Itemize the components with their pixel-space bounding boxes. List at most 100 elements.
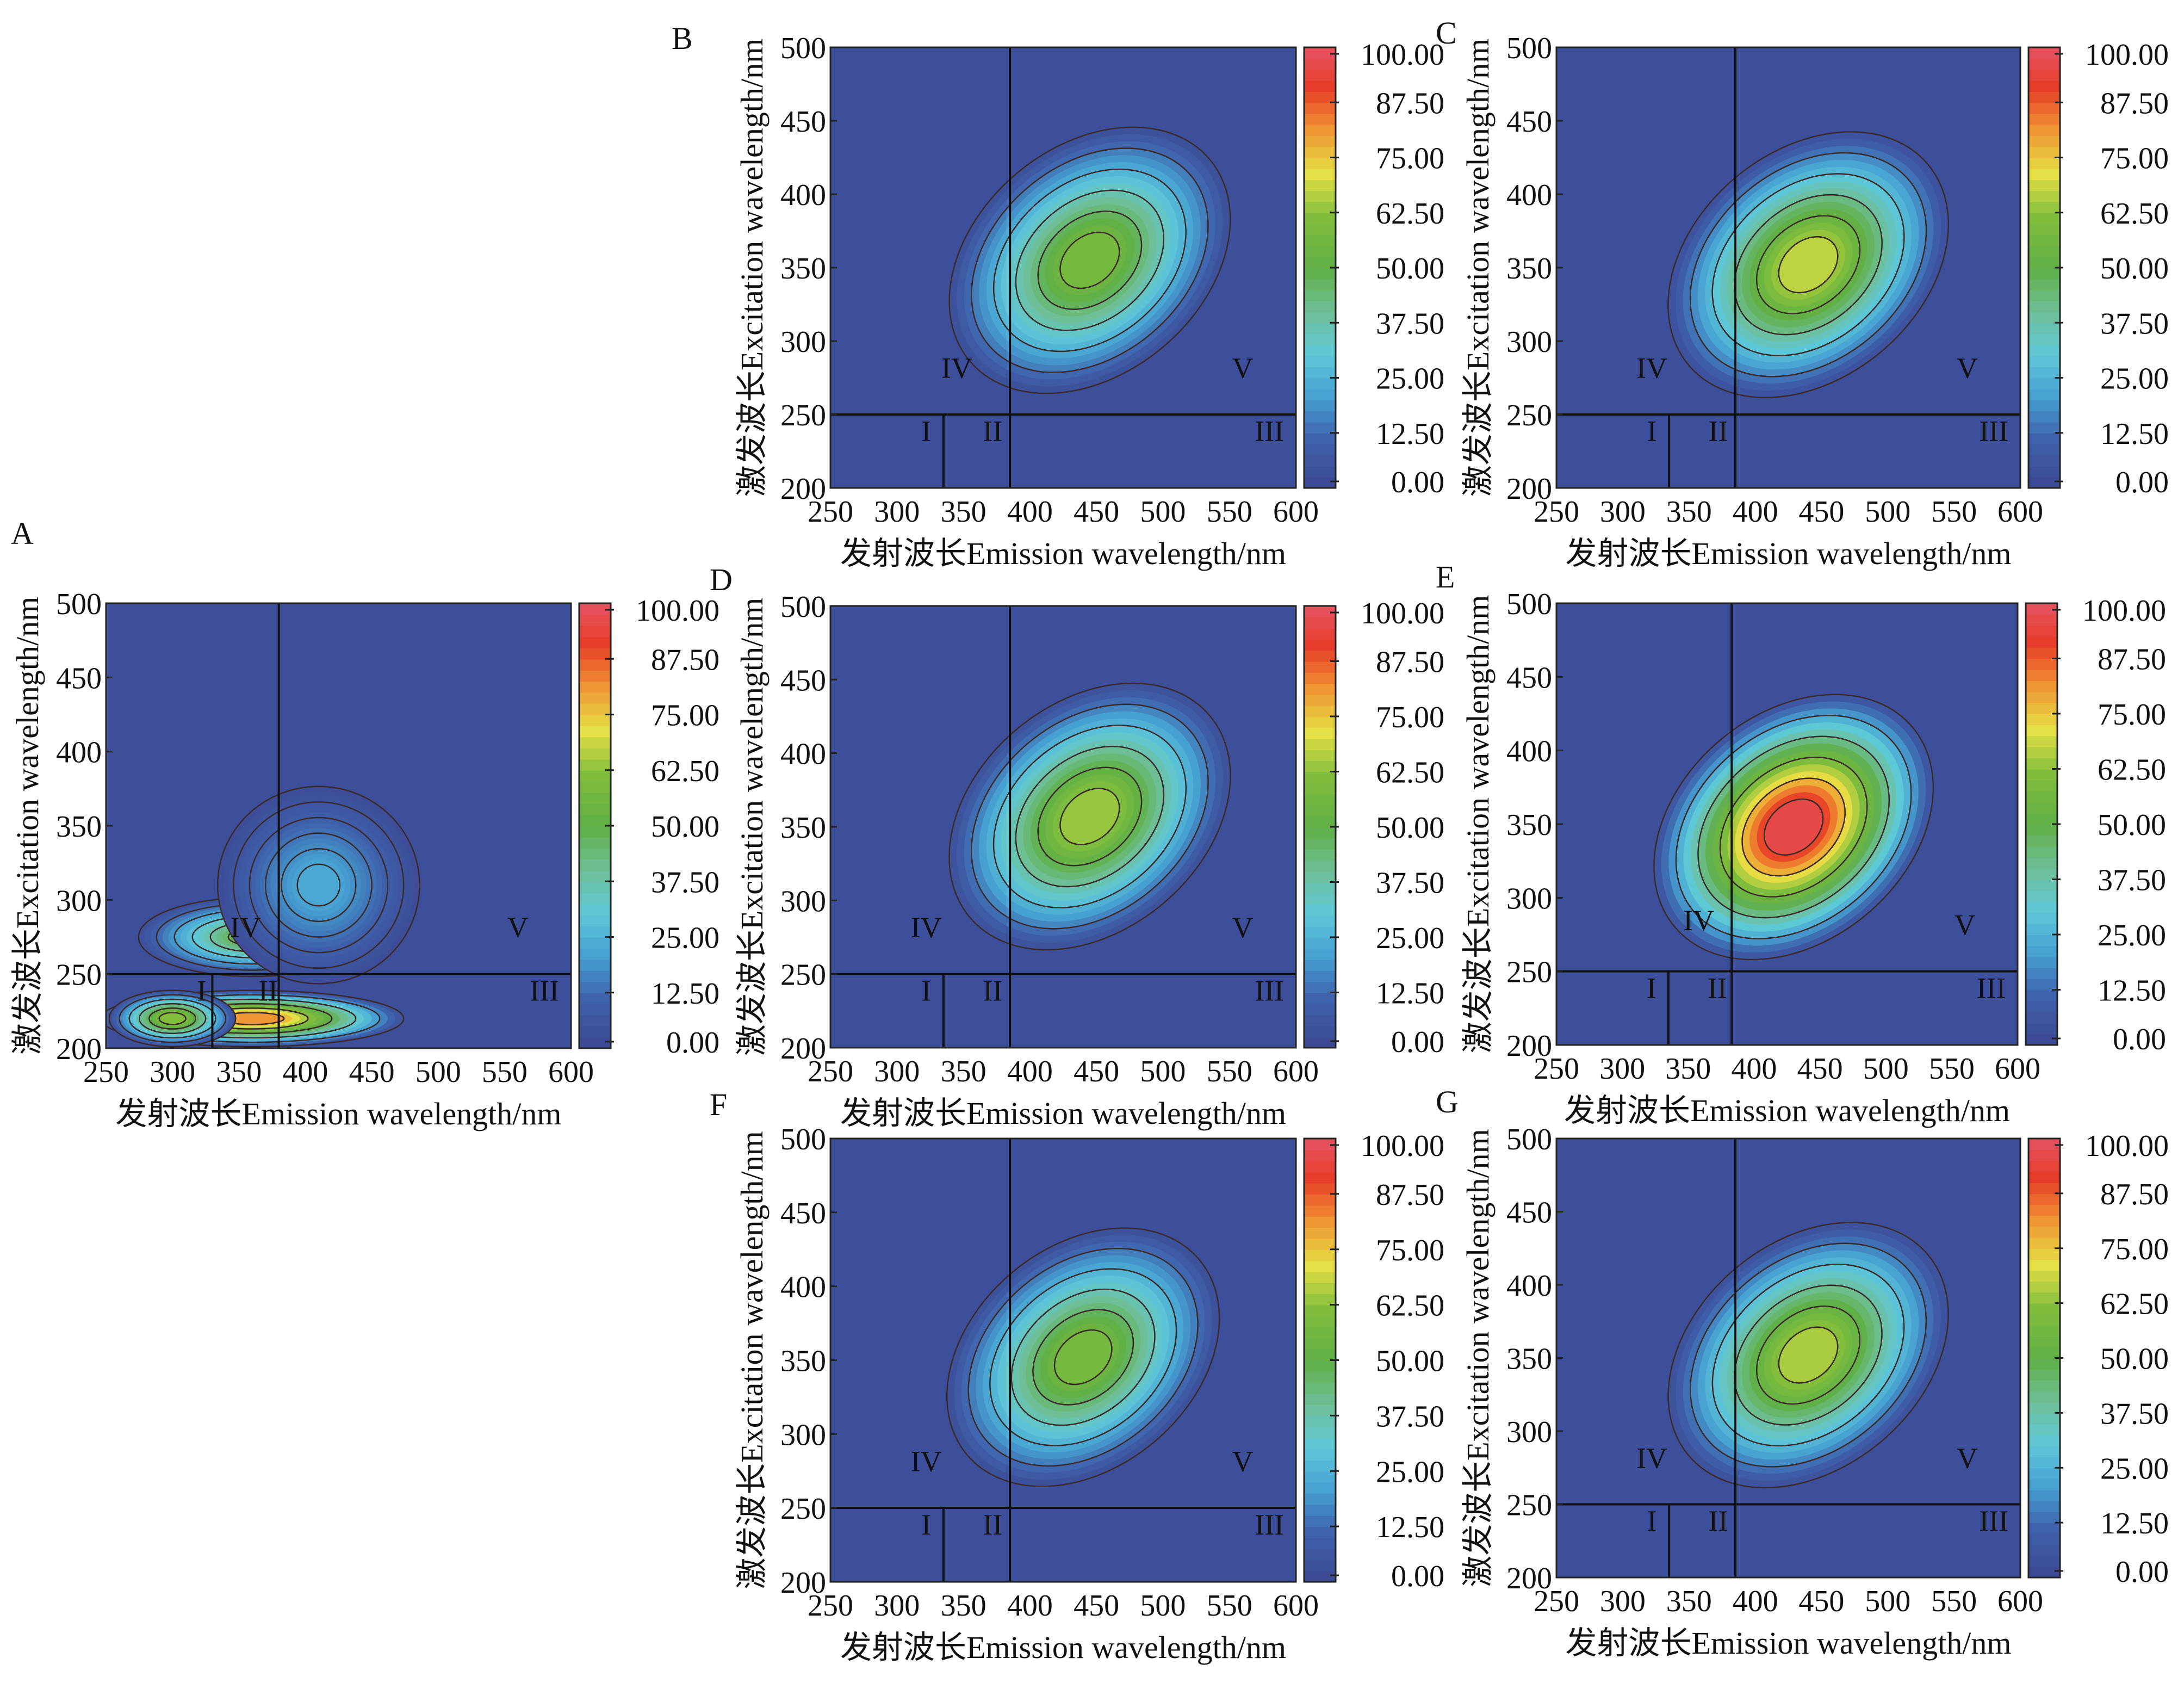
colorbar-swatch — [1304, 180, 1336, 191]
fluorescence-peak — [946, 1227, 1220, 1487]
colorbar-swatch — [579, 659, 611, 671]
y-tick-label: 450 — [780, 1197, 826, 1230]
colorbar-swatch — [1304, 1316, 1336, 1328]
colorbar-tick-label: 75.00 — [2100, 1233, 2169, 1266]
region-label: I — [1646, 972, 1656, 1004]
colorbar-tick-label: 12.50 — [2100, 1507, 2169, 1540]
colorbar-swatch — [1304, 400, 1336, 412]
colorbar-swatch — [1304, 1371, 1336, 1383]
contour-level — [296, 863, 341, 907]
colorbar: 0.00 12.50 25.00 37.50 50.00 62.50 75.00 87.50 1… — [2027, 1129, 2169, 1589]
colorbar-swatch — [2028, 356, 2060, 368]
colorbar-swatch — [579, 770, 611, 782]
colorbar-swatch — [579, 647, 611, 660]
colorbar-tick-label: 87.50 — [1376, 86, 1444, 120]
y-tick-label: 400 — [1506, 735, 1552, 769]
colorbar-tick-label: 87.50 — [1376, 1178, 1444, 1212]
colorbar-tick-label: 37.50 — [1376, 1400, 1444, 1433]
colorbar-swatch — [1304, 1227, 1336, 1239]
x-tick-label: 450 — [1798, 495, 1844, 529]
colorbar-tick-label: 100.00 — [1361, 1129, 1444, 1163]
colorbar-swatch — [2028, 268, 2060, 280]
colorbar-swatch — [1304, 1471, 1336, 1483]
y-tick-label: 200 — [56, 1032, 102, 1066]
colorbar-swatch — [2028, 1523, 2060, 1535]
colorbar-swatch — [2028, 245, 2060, 257]
colorbar-swatch — [579, 714, 611, 726]
x-tick-label: 550 — [1931, 1585, 1977, 1618]
colorbar-tick-label: 37.50 — [2100, 307, 2169, 341]
colorbar-swatch — [1304, 300, 1336, 312]
colorbar-tick-label: 100.00 — [2085, 38, 2169, 72]
colorbar-swatch — [2028, 1555, 2060, 1567]
y-tick-label: 350 — [1506, 1342, 1552, 1376]
colorbar-tick-label: 37.50 — [1376, 867, 1444, 900]
y-tick-label: 500 — [780, 1123, 826, 1156]
colorbar-swatch — [1304, 47, 1336, 59]
x-tick-label: 350 — [216, 1055, 262, 1089]
y-tick-label: 250 — [780, 958, 826, 992]
colorbar-swatch — [579, 948, 611, 960]
contour-level — [1778, 1326, 1839, 1384]
colorbar-tick-label: 50.00 — [1376, 252, 1444, 286]
colorbar-swatch — [1304, 245, 1336, 257]
colorbar-swatch — [579, 759, 611, 771]
region-label: IV — [911, 1445, 942, 1477]
colorbar-swatch — [1304, 234, 1336, 246]
colorbar-swatch — [2028, 1303, 2060, 1315]
colorbar-swatch — [2028, 180, 2060, 191]
x-tick-label: 400 — [1007, 495, 1053, 529]
colorbar: 0.00 12.50 25.00 37.50 50.00 62.50 75.00 87.50 1… — [1303, 597, 1444, 1059]
x-tick-label: 300 — [1600, 495, 1646, 529]
y-tick-label: 450 — [1506, 1196, 1552, 1230]
colorbar-swatch — [1304, 1537, 1336, 1549]
region-label: III — [1979, 1505, 2008, 1537]
colorbar-swatch — [2026, 680, 2057, 692]
colorbar-swatch — [1304, 1438, 1336, 1450]
colorbar-tick-label: 100.00 — [2085, 1129, 2169, 1163]
colorbar-swatch — [2028, 1533, 2060, 1545]
colorbar-swatch — [1304, 1360, 1336, 1372]
x-axis-label: 发射波长Emission wavelength/nm — [1566, 1625, 2012, 1661]
colorbar-tick-label: 62.50 — [651, 754, 719, 788]
x-tick-label: 600 — [548, 1055, 594, 1089]
colorbar-swatch — [1304, 1548, 1336, 1561]
colorbar-swatch — [1304, 904, 1336, 916]
colorbar-swatch — [2026, 1000, 2057, 1013]
colorbar-swatch — [2028, 1402, 2060, 1414]
colorbar-swatch — [1304, 749, 1336, 762]
colorbar-tick-label: 12.50 — [651, 977, 719, 1011]
x-tick-label: 300 — [1600, 1585, 1646, 1618]
colorbar-swatch — [2026, 1023, 2057, 1035]
colorbar-tick-label: 25.00 — [2098, 919, 2166, 952]
x-tick-label: 250 — [83, 1055, 129, 1089]
y-tick-label: 250 — [1506, 956, 1552, 989]
colorbar-swatch — [2028, 1369, 2060, 1381]
colorbar-swatch — [2028, 333, 2060, 345]
colorbar-swatch — [1304, 959, 1336, 971]
colorbar-tick-label: 75.00 — [2100, 142, 2169, 176]
colorbar-tick-label: 37.50 — [2098, 864, 2166, 898]
colorbar-tick-label: 87.50 — [1376, 646, 1444, 679]
x-tick-label: 500 — [415, 1055, 461, 1089]
colorbar-swatch — [1304, 333, 1336, 345]
x-tick-label: 500 — [1140, 1055, 1186, 1088]
colorbar-swatch — [2028, 1237, 2060, 1249]
colorbar-swatch — [1304, 1526, 1336, 1538]
colorbar-swatch — [2028, 124, 2060, 136]
colorbar-swatch — [2026, 614, 2057, 626]
colorbar-swatch — [579, 781, 611, 793]
colorbar-swatch — [2026, 714, 2057, 726]
colorbar-swatch — [1304, 1183, 1336, 1195]
y-tick-label: 500 — [1506, 587, 1552, 621]
x-tick-label: 350 — [1666, 495, 1712, 529]
x-tick-label: 600 — [1273, 495, 1319, 529]
x-tick-label: 250 — [1534, 1585, 1579, 1618]
colorbar-swatch — [1304, 794, 1336, 806]
colorbar-tick-label: 0.00 — [2115, 466, 2169, 499]
y-tick-label: 250 — [56, 958, 102, 992]
colorbar-swatch — [579, 670, 611, 682]
